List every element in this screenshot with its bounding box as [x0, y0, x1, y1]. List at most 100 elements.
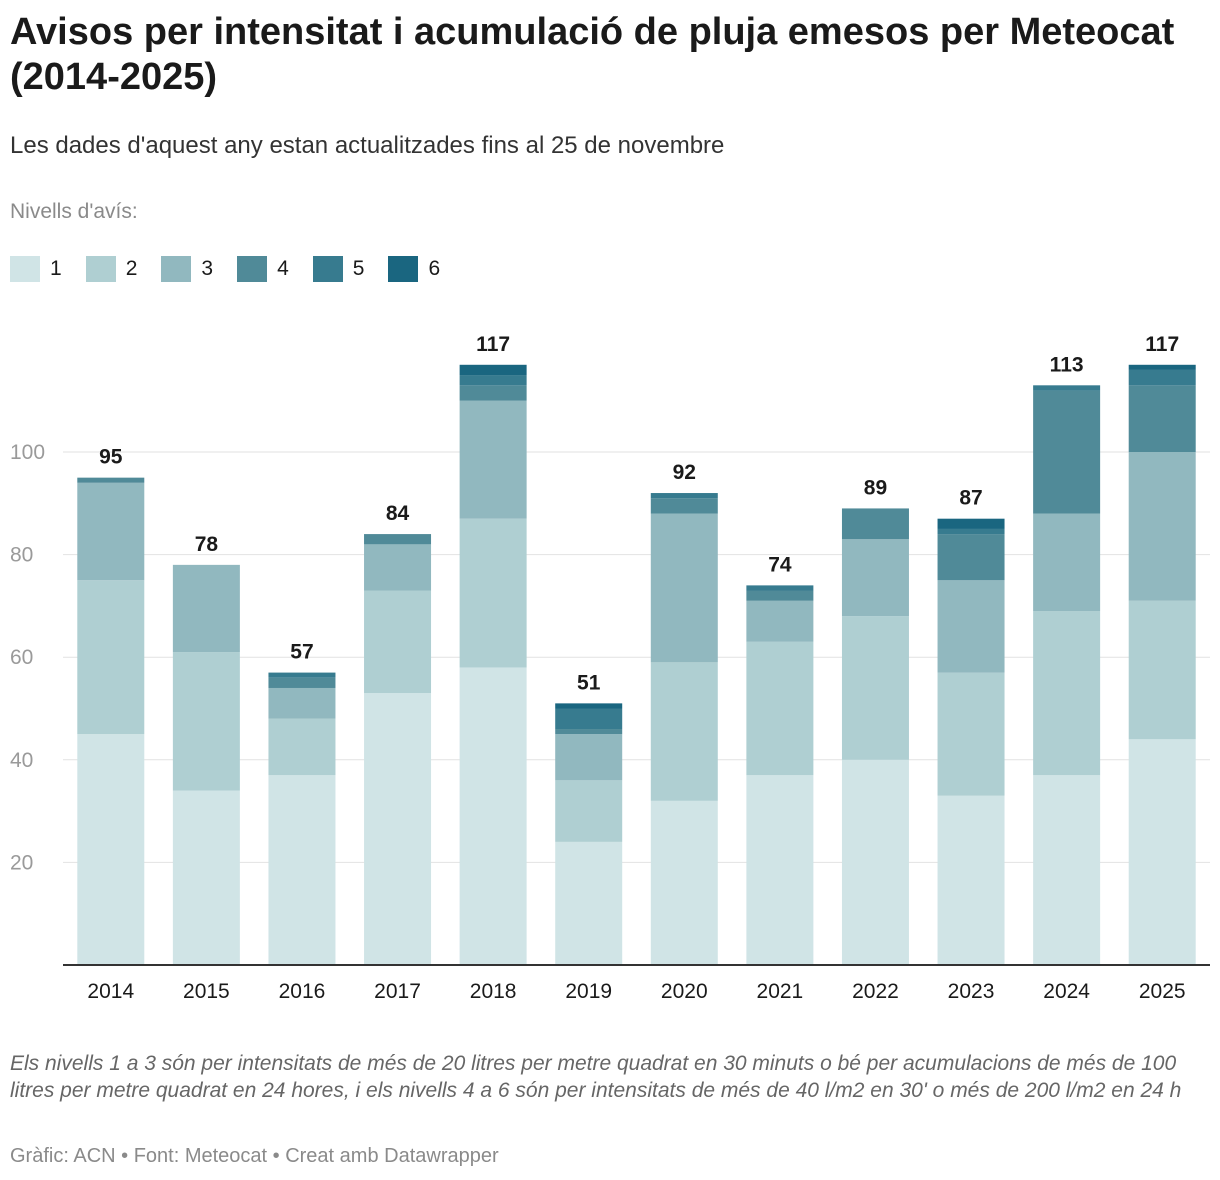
bar-segment-2017-level-2: [364, 590, 432, 694]
chart-credits: Gràfic: ACN • Font: Meteocat • Creat amb…: [10, 1145, 499, 1167]
bar-segment-2021-level-2: [746, 641, 814, 776]
stacked-bar-chart: 20 40 60 80 100 95 2014 78 2015 57 2016 84 2017 117 20…: [10, 333, 1210, 1003]
x-tick-label-2020: 2020: [661, 980, 708, 1003]
x-tick-label-2018: 2018: [470, 980, 517, 1003]
bar-segment-2014-level-2: [77, 580, 145, 735]
bar-segment-2020-level-2: [650, 662, 718, 801]
bar-segment-2022-level-2: [841, 616, 909, 760]
legend-label-2: 2: [125, 257, 138, 280]
bar-segment-2023-level-5: [937, 528, 1005, 535]
legend-title: Nivells d'avís:: [10, 200, 138, 223]
bar-segment-2016-level-1: [268, 775, 336, 965]
y-tick-label: 80: [10, 544, 33, 567]
bar-segment-2023-level-4: [937, 534, 1005, 581]
bar-segment-2018-level-4: [459, 385, 527, 401]
total-label-2014: 95: [99, 446, 123, 469]
chart-title: Avisos per intensitat i acumulació de pl…: [10, 11, 1175, 98]
bar-segment-2025-level-2: [1128, 600, 1196, 740]
bar-segment-2022-level-4: [841, 508, 909, 540]
bar-segment-2019-level-2: [555, 780, 623, 842]
bar-segment-2019-level-5: [555, 708, 623, 730]
total-label-2017: 84: [386, 502, 410, 525]
total-label-2025: 117: [1145, 333, 1179, 356]
bar-segment-2016-level-5: [268, 672, 336, 678]
legend-swatch-6: [388, 256, 419, 282]
total-label-2019: 51: [577, 671, 601, 694]
bar-segment-2025-level-4: [1128, 385, 1196, 452]
bar-segment-2019-level-6: [555, 703, 623, 709]
bar-segment-2023-level-6: [937, 518, 1005, 529]
chart-note: Els nivells 1 a 3 són per intensitats de…: [10, 1052, 1182, 1102]
total-label-2018: 117: [476, 333, 510, 356]
x-tick-label-2024: 2024: [1043, 980, 1090, 1003]
total-label-2021: 74: [768, 553, 792, 576]
bar-segment-2025-level-6: [1128, 364, 1196, 370]
bar-segment-2024-level-5: [1033, 385, 1101, 391]
x-tick-label-2022: 2022: [852, 980, 899, 1003]
legend-item-3: 3: [161, 256, 213, 282]
bar-segment-2020-level-1: [650, 800, 718, 965]
x-tick-label-2025: 2025: [1139, 980, 1186, 1003]
bar-segment-2018-level-6: [459, 364, 527, 376]
total-label-2020: 92: [673, 461, 696, 484]
bar-segment-2014-level-4: [77, 477, 145, 483]
y-tick-label: 100: [10, 441, 45, 464]
legend-swatch-1: [10, 256, 40, 282]
x-tick-label-2017: 2017: [374, 980, 421, 1003]
bar-segment-2018-level-1: [459, 667, 527, 965]
y-tick-label: 20: [10, 851, 33, 874]
legend-label-6: 6: [428, 257, 441, 280]
total-label-2023: 87: [959, 487, 982, 510]
bar-segment-2019-level-1: [555, 841, 623, 965]
bar-segment-2022-level-3: [841, 539, 909, 617]
x-tick-label-2016: 2016: [279, 980, 326, 1003]
bar-segment-2016-level-3: [268, 687, 336, 719]
legend-item-5: 5: [312, 256, 365, 282]
bar-segment-2018-level-5: [459, 375, 527, 386]
legend-label-5: 5: [352, 257, 365, 280]
bar-segment-2021-level-1: [746, 775, 814, 965]
x-tick-label-2019: 2019: [565, 980, 612, 1003]
bar-segment-2022-level-1: [841, 759, 909, 965]
legend-item-6: 6: [388, 256, 440, 282]
y-tick-label: 60: [10, 646, 33, 669]
bar-segment-2015-level-1: [172, 790, 240, 965]
legend-label-1: 1: [50, 257, 62, 280]
bar-segment-2014-level-3: [77, 482, 145, 581]
bar-segment-2017-level-1: [364, 693, 432, 965]
bar-segment-2024-level-3: [1033, 513, 1101, 612]
bar-segment-2018-level-2: [459, 518, 527, 668]
bar-segment-2021-level-3: [746, 600, 814, 642]
legend-swatch-2: [85, 256, 116, 282]
total-label-2016: 57: [290, 641, 313, 664]
bar-segment-2020-level-3: [650, 513, 718, 663]
bar-segment-2020-level-4: [650, 498, 718, 514]
bar-segment-2025-level-1: [1128, 739, 1196, 965]
bar-segment-2019-level-3: [555, 734, 623, 781]
chart-subtitle: Les dades d'aquest any estan actualitzad…: [10, 132, 725, 159]
legend-swatch-4: [237, 256, 268, 282]
total-label-2024: 113: [1050, 353, 1084, 376]
x-tick-label-2014: 2014: [87, 980, 134, 1003]
bar-segment-2016-level-4: [268, 677, 336, 688]
legend: 1 2 3 4 5 6: [10, 256, 464, 282]
total-label-2015: 78: [195, 533, 219, 556]
bar-segment-2019-level-4: [555, 729, 623, 735]
bar-segment-2020-level-5: [650, 493, 718, 499]
y-tick-label: 40: [10, 749, 33, 772]
bar-segment-2017-level-4: [364, 534, 432, 545]
legend-item-4: 4: [237, 256, 289, 282]
bar-segment-2025-level-3: [1128, 452, 1196, 601]
bar-segment-2015-level-3: [172, 564, 240, 653]
legend-label-3: 3: [201, 257, 214, 280]
legend-label-4: 4: [277, 257, 289, 280]
bar-segment-2021-level-4: [746, 590, 814, 601]
bar-segment-2015-level-2: [172, 652, 240, 791]
bar-segment-2025-level-5: [1128, 369, 1196, 386]
bar-segment-2017-level-3: [364, 544, 432, 591]
bar-segment-2018-level-3: [459, 400, 527, 519]
legend-item-2: 2: [85, 256, 138, 282]
bar-segment-2023-level-2: [937, 672, 1005, 796]
bar-segment-2023-level-3: [937, 580, 1005, 673]
bar-segment-2016-level-2: [268, 718, 336, 776]
